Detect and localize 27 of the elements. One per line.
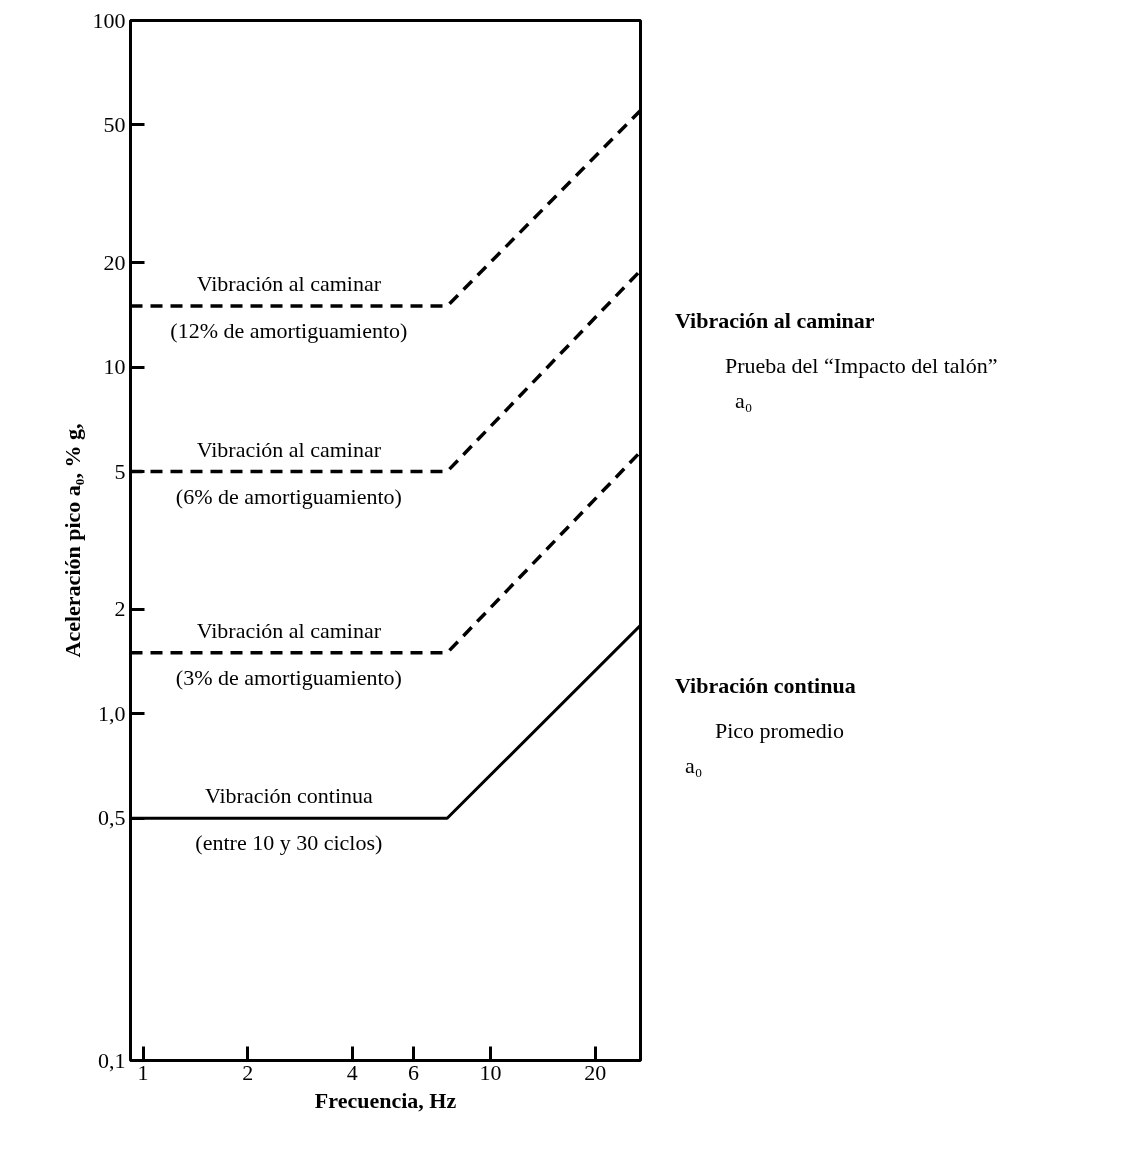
x-tick-label: 2 bbox=[242, 1059, 254, 1085]
legend-label: Vibración continua (entre 10 y 30 ciclos) bbox=[195, 783, 383, 856]
x-axis-title: Frecuencia, Hz bbox=[314, 1087, 457, 1113]
text: Pico promedio bbox=[715, 717, 844, 745]
text: Vibración continua bbox=[675, 672, 856, 700]
y-tick-label: 10 bbox=[103, 354, 126, 380]
x-tick-label: 20 bbox=[584, 1059, 607, 1085]
y-tick-label: 1,0 bbox=[98, 700, 126, 726]
x-tick-label: 4 bbox=[346, 1059, 358, 1085]
y-tick-label: 0,1 bbox=[98, 1047, 126, 1073]
text: a₀ bbox=[685, 752, 703, 780]
text: Vibración al caminar bbox=[675, 307, 875, 335]
y-tick-label: 5 bbox=[114, 458, 126, 484]
x-tick-label: 10 bbox=[479, 1059, 502, 1085]
x-tick-label: 6 bbox=[408, 1059, 419, 1085]
series-label: Vibración al caminar (12% de amortiguamiento) bbox=[170, 271, 408, 344]
y-tick-label: 0,5 bbox=[98, 805, 126, 831]
x-tick-label: 1 bbox=[137, 1059, 149, 1085]
y-axis-title: Aceleración pico a₀, % g, bbox=[59, 423, 85, 658]
y-tick-label: 100 bbox=[92, 7, 126, 33]
y-tick-label: 2 bbox=[114, 596, 126, 622]
series-label: Vibración al caminar (6% de amortiguamiento) bbox=[175, 436, 402, 509]
series-label: Vibración al caminar (3% de amortiguamiento) bbox=[175, 617, 402, 690]
y-tick-label: 50 bbox=[103, 111, 126, 137]
y-tick-label: 20 bbox=[103, 249, 126, 275]
text: a₀ bbox=[735, 387, 753, 415]
text: Prueba del “Impacto del talón” bbox=[725, 352, 998, 380]
